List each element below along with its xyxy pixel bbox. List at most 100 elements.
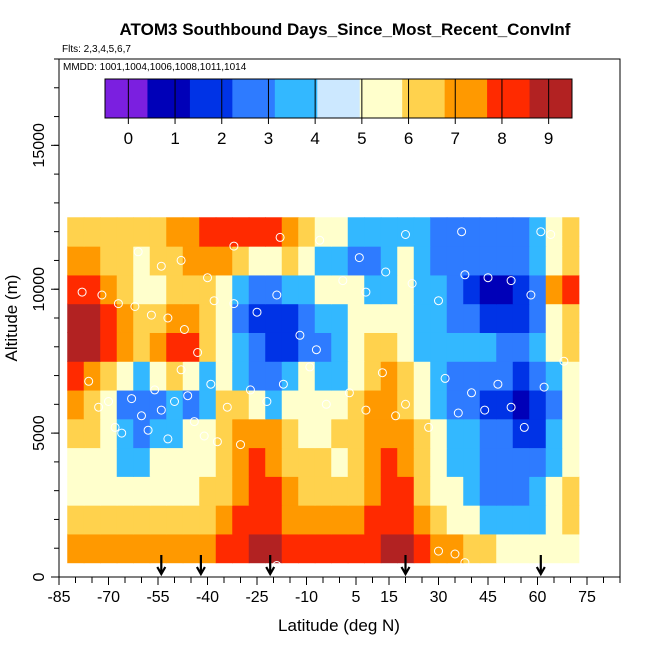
heatmap-cell bbox=[133, 217, 151, 247]
heatmap-cell bbox=[133, 361, 151, 391]
heatmap-cell bbox=[496, 476, 514, 506]
mmdd-label: MMDD: 1001,1004,1006,1008,1011,1014 bbox=[63, 62, 247, 73]
heatmap-cell bbox=[529, 476, 547, 506]
heatmap-cell bbox=[430, 476, 448, 506]
measurement-point bbox=[94, 402, 104, 412]
heatmap-cell bbox=[463, 418, 481, 449]
heatmap-cell bbox=[380, 476, 398, 506]
heatmap-cell bbox=[281, 447, 299, 477]
heatmap-cell bbox=[83, 303, 101, 333]
measurement-point bbox=[117, 428, 127, 438]
heatmap-cell bbox=[116, 476, 134, 506]
heatmap-cell bbox=[545, 418, 563, 449]
heatmap-cell bbox=[397, 274, 415, 305]
heatmap-cell bbox=[281, 389, 299, 420]
measurement-point bbox=[156, 405, 166, 415]
heatmap-cell bbox=[463, 476, 481, 506]
heatmap-cell bbox=[116, 274, 134, 305]
heatmap-cell bbox=[496, 361, 514, 391]
heatmap-cell bbox=[314, 533, 332, 564]
heatmap-cell bbox=[545, 476, 563, 506]
measurement-point bbox=[450, 549, 460, 559]
heatmap-cell bbox=[479, 389, 497, 420]
heatmap-cell bbox=[265, 303, 283, 333]
heatmap-cell bbox=[364, 274, 382, 305]
heatmap-cell bbox=[133, 533, 151, 564]
heatmap-cell bbox=[397, 505, 415, 535]
measurement-point bbox=[519, 422, 529, 432]
heatmap-cell bbox=[562, 274, 580, 305]
heatmap-cell bbox=[314, 303, 332, 333]
heatmap-cell bbox=[67, 274, 85, 305]
heatmap-cell bbox=[446, 332, 464, 362]
heatmap-cell bbox=[496, 389, 514, 420]
heatmap-cell bbox=[446, 303, 464, 333]
heatmap-cell bbox=[479, 533, 497, 564]
heatmap-cell bbox=[116, 533, 134, 564]
heatmap-cell bbox=[380, 447, 398, 477]
heatmap-cell bbox=[463, 217, 481, 247]
heatmap-cell bbox=[512, 303, 530, 333]
heatmap-cell bbox=[496, 246, 514, 276]
heatmap-cell bbox=[380, 217, 398, 247]
heatmap-cell bbox=[446, 217, 464, 247]
heatmap-cell bbox=[430, 389, 448, 420]
heatmap-cell bbox=[215, 217, 233, 247]
heatmap-cell bbox=[67, 389, 85, 420]
heatmap-cell bbox=[446, 246, 464, 276]
heatmap-cell bbox=[347, 361, 365, 391]
heatmap-cell bbox=[529, 303, 547, 333]
colorbar-tick-label: 7 bbox=[451, 129, 460, 148]
heatmap-cell bbox=[331, 418, 349, 449]
heatmap-cell bbox=[512, 505, 530, 535]
y-tick-label: 0 bbox=[31, 572, 48, 581]
heatmap-cell bbox=[83, 505, 101, 535]
heatmap-cell bbox=[512, 217, 530, 247]
heatmap-cell bbox=[430, 505, 448, 535]
heatmap-cell bbox=[133, 246, 151, 276]
heatmap-cell bbox=[562, 418, 580, 449]
heatmap-cell bbox=[199, 246, 217, 276]
heatmap-cell bbox=[100, 217, 118, 247]
heatmap-cell bbox=[529, 418, 547, 449]
heatmap-cell bbox=[166, 274, 184, 305]
measurement-points bbox=[77, 227, 569, 573]
heatmap-cell bbox=[281, 361, 299, 391]
heatmap-cell bbox=[166, 533, 184, 564]
heatmap-cell bbox=[116, 303, 134, 333]
heatmap-cell bbox=[479, 246, 497, 276]
heatmap-cell bbox=[265, 217, 283, 247]
heatmap-cell bbox=[496, 418, 514, 449]
heatmap-cell bbox=[166, 389, 184, 420]
convective-markers bbox=[156, 555, 546, 577]
heatmap-cell bbox=[149, 389, 167, 420]
heatmap-cell bbox=[314, 332, 332, 362]
heatmap-cell bbox=[512, 274, 530, 305]
heatmap-cell bbox=[413, 361, 431, 391]
measurement-point bbox=[440, 373, 450, 383]
heatmap-cell bbox=[232, 361, 250, 391]
measurement-point bbox=[460, 270, 470, 280]
measurement-point bbox=[252, 307, 262, 317]
heatmap-cell bbox=[413, 389, 431, 420]
heatmap-cell bbox=[83, 533, 101, 564]
heatmap-cell bbox=[364, 332, 382, 362]
heatmap-cell bbox=[512, 533, 530, 564]
heatmap-cell bbox=[529, 274, 547, 305]
measurement-point bbox=[272, 561, 282, 570]
heatmap-cell bbox=[215, 303, 233, 333]
heatmap-cell bbox=[166, 476, 184, 506]
heatmap-cell bbox=[199, 361, 217, 391]
heatmap-cell bbox=[479, 274, 497, 305]
heatmap-cell bbox=[281, 533, 299, 564]
measurement-point bbox=[272, 290, 282, 300]
heatmap-cell bbox=[364, 361, 382, 391]
measurement-point bbox=[384, 563, 394, 573]
heatmap-cell bbox=[380, 533, 398, 564]
measurement-point bbox=[275, 232, 285, 242]
heatmap-cell bbox=[479, 303, 497, 333]
measurement-point bbox=[401, 399, 410, 409]
heatmap-cell bbox=[265, 533, 283, 564]
heatmap-cell bbox=[100, 447, 118, 477]
heatmap-cell bbox=[562, 361, 580, 391]
